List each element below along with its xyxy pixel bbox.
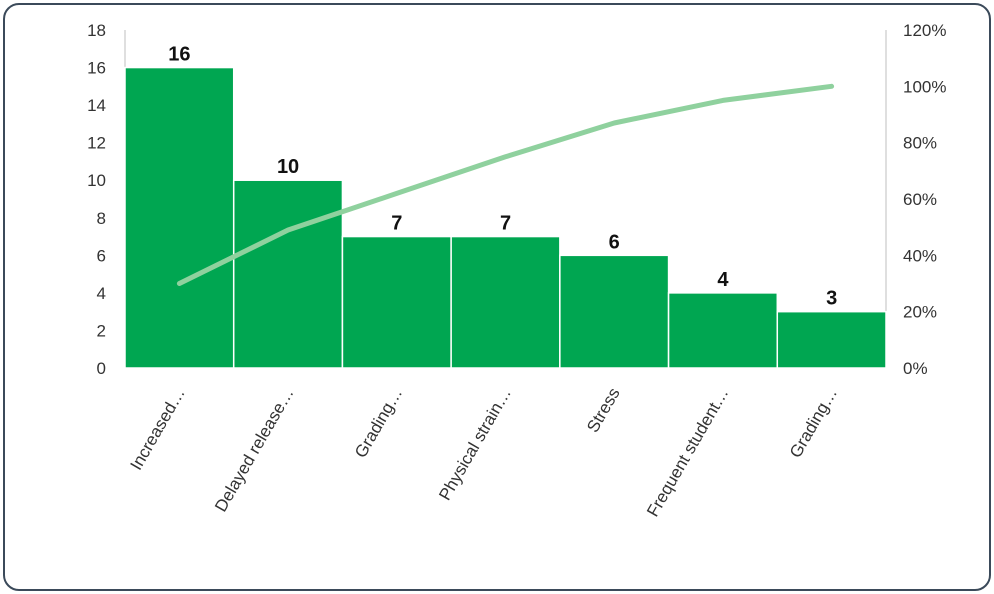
y-tick-label-left: 2 <box>97 321 106 340</box>
bar <box>450 235 561 369</box>
data-label: 3 <box>826 288 837 310</box>
y-tick-label-right: 40% <box>903 246 937 265</box>
x-tick-label: Delayed release… <box>211 385 297 516</box>
y-tick-label-left: 10 <box>87 171 106 190</box>
x-tick-label: Grading… <box>786 385 841 462</box>
y-tick-label-left: 4 <box>97 284 106 303</box>
data-label: 7 <box>391 213 402 235</box>
bar <box>667 292 779 369</box>
x-tick-label: Stress <box>583 385 624 436</box>
data-label: 7 <box>500 213 511 235</box>
y-tick-label-right: 0% <box>903 359 928 378</box>
data-label: 10 <box>277 156 299 178</box>
y-tick-label-right: 60% <box>903 190 937 209</box>
y-tick-label-right: 80% <box>903 134 937 153</box>
y-tick-label-right: 120% <box>903 21 946 40</box>
bar <box>232 179 344 369</box>
data-label: 4 <box>717 269 729 291</box>
data-label: 6 <box>609 231 620 253</box>
y-tick-label-left: 0 <box>97 359 106 378</box>
y-tick-label-left: 18 <box>87 21 106 40</box>
bar <box>124 66 235 369</box>
cumulative-line <box>176 83 835 286</box>
bar <box>776 310 887 369</box>
x-tick-label: Grading… <box>351 385 406 462</box>
bar <box>559 254 670 369</box>
x-tick-label: Frequent student… <box>643 385 732 521</box>
bars <box>124 66 887 369</box>
x-tick-label: Physical strain… <box>435 385 515 504</box>
y-tick-label-left: 14 <box>87 96 106 115</box>
data-label: 16 <box>168 44 190 66</box>
y-tick-label-right: 20% <box>903 303 937 322</box>
x-tick-label: Increased… <box>127 385 189 474</box>
y-tick-label-left: 16 <box>87 59 106 78</box>
y-tick-label-left: 6 <box>97 246 106 265</box>
y-tick-label-left: 8 <box>97 209 106 228</box>
y-tick-label-left: 12 <box>87 134 106 153</box>
y-tick-label-right: 100% <box>903 77 946 96</box>
bar <box>341 235 452 369</box>
